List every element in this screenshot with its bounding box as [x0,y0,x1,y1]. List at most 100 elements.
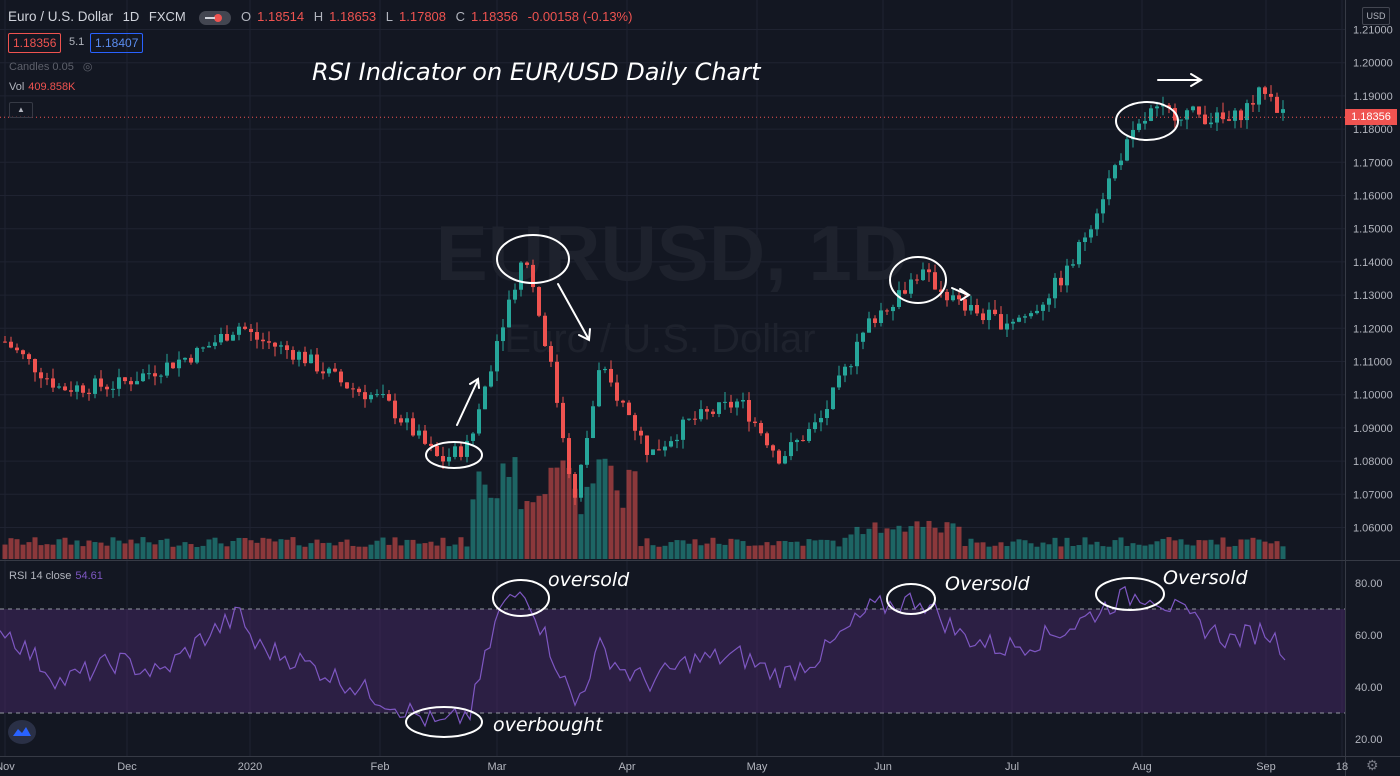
candle [1185,110,1189,120]
symbol-name[interactable]: Euro / U.S. Dollar [8,9,114,24]
volume-bar [620,507,626,559]
candle [1197,106,1201,115]
candle [1221,112,1225,120]
volume-bar [1148,544,1154,559]
volume-bar [764,542,770,559]
volume-indicator-label[interactable]: Vol 409.858K [9,81,75,93]
annotation-oversold-jun: Oversold [945,573,1031,595]
candle [987,309,991,321]
sell-button[interactable]: 1.18356 [8,33,62,53]
rsi-indicator-label[interactable]: RSI 14 close 54.61 [9,570,103,582]
volume-bar [248,540,254,559]
volume-bar [500,463,506,559]
volume-bar [224,546,230,559]
candle [1017,317,1021,322]
volume-bar [320,543,326,559]
volume-bar [650,545,656,559]
volume-bar [524,501,530,559]
volume-bar [1106,546,1112,559]
candle [363,392,367,400]
candle [1029,313,1033,317]
volume-bar [1214,544,1220,559]
candle [993,309,997,315]
volume-bar [914,521,920,559]
legend-header: Euro / U.S. Dollar 1D FXCM O 1.18514 H 1.1… [8,9,638,25]
volume-bar [998,542,1004,559]
candle [717,402,721,414]
candle [999,314,1003,330]
candle [711,411,715,414]
candle [903,290,907,294]
settings-gear-icon[interactable]: ⚙ [1366,757,1379,773]
candle [87,392,91,394]
collapse-legend-button[interactable]: ▲ [9,102,33,118]
volume-bar [866,528,872,559]
candle [909,279,913,294]
price-tick-label: 1.15000 [1353,224,1393,236]
volume-bar [746,545,752,559]
visibility-toggle[interactable] [199,10,232,25]
volume-bar [20,544,26,559]
interval[interactable]: 1D [122,9,140,24]
volume-bar [182,542,188,559]
volume-bar [50,544,56,559]
candle [327,368,331,374]
volume-bar [206,539,212,559]
eye-off-icon[interactable]: ◎ [82,61,93,73]
buy-button[interactable]: 1.18407 [90,33,144,53]
currency-badge[interactable]: USD [1362,7,1390,25]
candle [1269,93,1273,97]
candle [771,445,775,451]
volume-bar [1028,543,1034,559]
candle [459,446,463,457]
candle [777,450,781,464]
candle [63,386,67,391]
volume-bar [1274,541,1280,559]
candle [57,386,61,388]
candle [759,423,763,434]
time-tick-label: Mar [488,761,507,773]
candle [567,438,571,474]
rsi-band [0,609,1345,713]
volume-bar [854,526,860,559]
candle [315,354,319,372]
volume-bar [332,545,338,559]
volume-bar [1154,541,1160,559]
volume-bar [1052,537,1058,559]
candle [621,400,625,403]
close-value: 1.18356 [471,9,519,24]
candles-indicator-label[interactable]: Candles 0.05 ◎ [9,60,93,73]
candle [819,418,823,423]
volume-bar [548,467,554,559]
volume-bar [188,544,194,559]
volume-bar [1016,539,1022,559]
volume-bar [200,545,206,559]
candle [639,430,643,436]
candle [747,400,751,422]
volume-bar [788,541,794,559]
candle [753,421,757,424]
tradingview-logo-icon[interactable] [8,720,36,744]
annotation-circle-rsi-aug [1095,577,1165,611]
volume-bar [92,542,98,559]
volume-bar [896,525,902,559]
candle [1083,237,1087,243]
candle [81,385,85,393]
candle [825,409,829,419]
spread-value: 5.1 [69,36,85,48]
volume-bar [836,546,842,559]
candle [381,394,385,396]
candle [321,371,325,374]
time-tick-label: Sep [1256,761,1276,773]
candle [981,313,985,321]
volume-bar [1130,543,1136,559]
candle [1035,310,1039,314]
volume-bar [632,471,638,559]
time-tick-label: May [747,761,768,773]
volume-bar [800,545,806,559]
annotation-circle-aug-high [1115,101,1179,141]
candle [285,345,289,351]
candle [465,440,469,457]
